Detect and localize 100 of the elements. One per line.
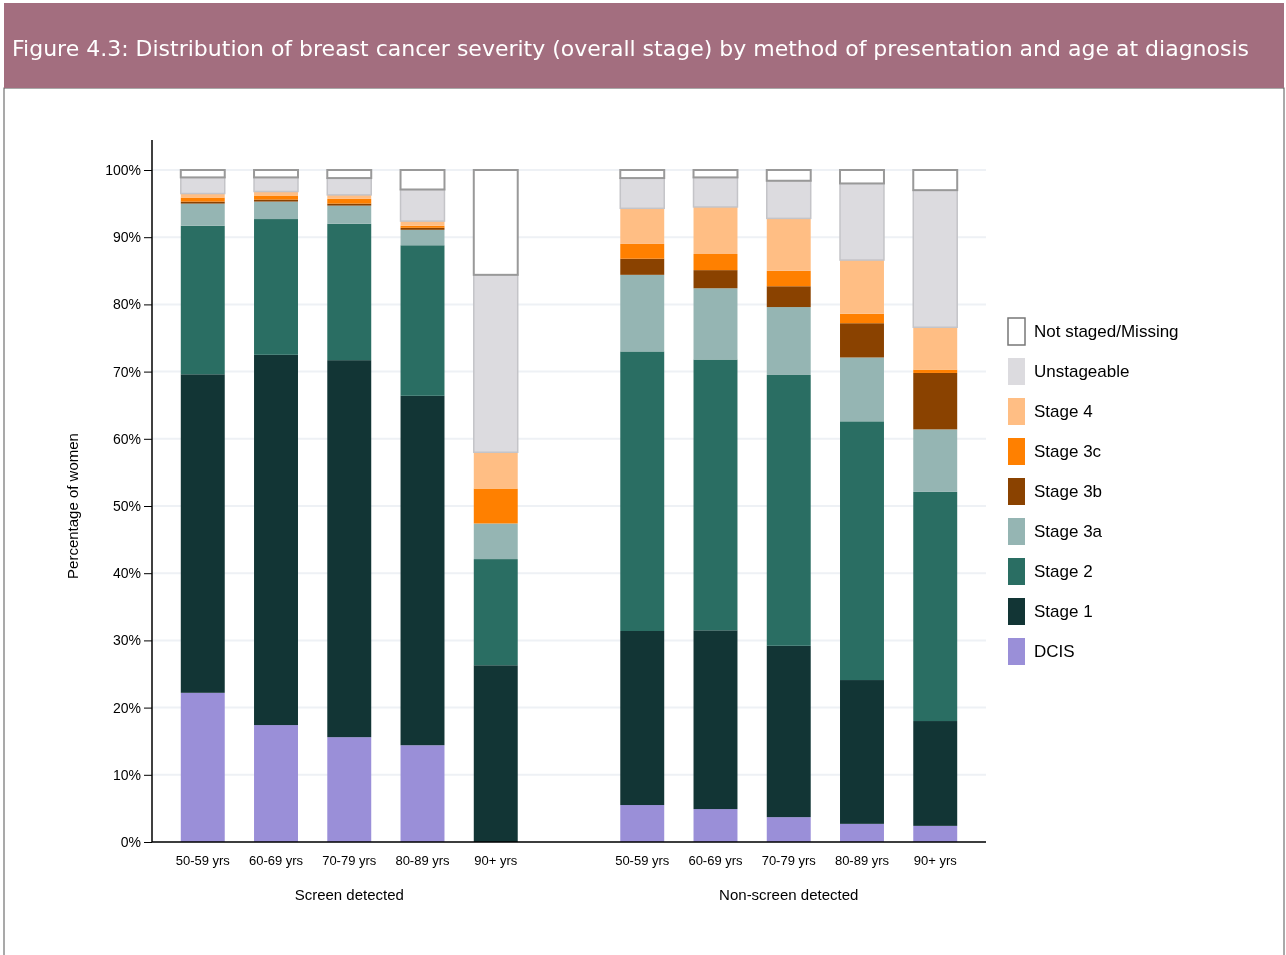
bar xyxy=(180,176,226,195)
y-tick-label: 100% xyxy=(105,161,141,178)
bar xyxy=(840,823,884,842)
bar xyxy=(254,725,298,842)
bar xyxy=(253,176,299,193)
x-tick-label: 50-59 yrs xyxy=(615,853,670,869)
legend-label: Stage 4 xyxy=(1034,402,1093,421)
bar xyxy=(254,191,298,196)
bar xyxy=(840,313,884,324)
bar xyxy=(619,177,665,210)
y-tick-label: 0% xyxy=(120,833,141,850)
bar xyxy=(473,488,518,524)
bar xyxy=(620,274,665,352)
bar xyxy=(840,323,884,358)
bar xyxy=(473,523,518,560)
bar xyxy=(840,357,884,422)
bar xyxy=(766,374,811,646)
bar xyxy=(913,825,958,842)
bar xyxy=(692,169,739,179)
bar xyxy=(400,395,445,746)
bar xyxy=(620,805,665,842)
bar xyxy=(473,665,518,842)
bar xyxy=(766,307,811,375)
bar xyxy=(766,645,811,818)
bar xyxy=(766,286,811,308)
bar xyxy=(473,452,518,489)
legend-label: Stage 3b xyxy=(1034,482,1103,501)
bar xyxy=(253,169,299,179)
bar xyxy=(399,169,446,191)
bar xyxy=(620,630,665,806)
bar xyxy=(400,229,445,246)
bar xyxy=(327,198,372,204)
bar xyxy=(693,254,738,271)
bar xyxy=(620,351,665,631)
bar xyxy=(327,360,372,738)
bar xyxy=(913,721,958,826)
y-tick-label: 20% xyxy=(112,699,141,716)
bar xyxy=(840,260,884,314)
bar xyxy=(180,225,225,375)
bar xyxy=(693,359,738,631)
chart-title: Figure 4.3: Distribution of breast cancer severity (overall stage) by method of presentation and age at diagnosis xyxy=(12,36,1250,61)
bar xyxy=(327,223,372,361)
y-tick-label: 30% xyxy=(112,632,141,649)
y-tick-label: 80% xyxy=(112,296,141,313)
bar xyxy=(693,206,738,254)
bar xyxy=(840,680,884,824)
bar xyxy=(766,180,812,220)
bar xyxy=(326,177,372,196)
bar xyxy=(913,327,958,370)
bar xyxy=(913,491,958,722)
bar xyxy=(399,188,446,222)
y-tick-label: 90% xyxy=(112,229,141,246)
bar xyxy=(180,692,225,842)
bar xyxy=(180,203,225,226)
y-tick-label: 40% xyxy=(112,565,141,582)
legend-label: Stage 3c xyxy=(1034,442,1102,461)
bar xyxy=(913,372,958,430)
bar xyxy=(472,169,519,276)
x-tick-label: 50-59 yrs xyxy=(175,853,231,869)
bar xyxy=(254,354,298,726)
bar xyxy=(254,201,298,220)
text: Screen detected xyxy=(294,886,404,903)
bar xyxy=(620,208,665,244)
bar xyxy=(327,737,372,842)
x-tick-label: 60-69 yrs xyxy=(248,853,304,869)
bar xyxy=(912,189,958,328)
bar xyxy=(254,219,298,355)
bar xyxy=(327,205,372,224)
x-tick-label: 90+ yrs xyxy=(474,853,518,869)
legend-label: Stage 1 xyxy=(1034,602,1093,621)
bar xyxy=(692,176,739,208)
legend-label: DCIS xyxy=(1034,642,1075,661)
legend-label: Stage 3a xyxy=(1034,522,1103,541)
bar xyxy=(620,258,665,275)
bar xyxy=(327,203,372,206)
bar xyxy=(693,288,738,360)
bar xyxy=(180,193,225,198)
bar xyxy=(179,169,226,179)
bar xyxy=(400,245,445,396)
bar xyxy=(766,270,811,287)
x-tick-label: 80-89 yrs xyxy=(395,853,451,869)
bar xyxy=(180,374,225,693)
bar xyxy=(765,169,812,182)
x-tick-label: 70-79 yrs xyxy=(761,853,817,869)
text: Not staged/Missing xyxy=(1034,322,1179,341)
bar xyxy=(693,270,738,289)
bar xyxy=(840,421,884,681)
bar xyxy=(766,218,811,271)
text: Non-screen detected xyxy=(719,886,859,903)
bar xyxy=(473,559,518,666)
x-tick-label: 80-89 yrs xyxy=(834,853,890,869)
y-tick-label: 70% xyxy=(112,363,141,380)
bar xyxy=(839,182,885,261)
bar xyxy=(619,169,666,180)
y-tick-label: 50% xyxy=(112,497,141,514)
bar xyxy=(400,745,445,842)
x-tick-label: 60-69 yrs xyxy=(688,853,744,869)
x-tick-label: 90+ yrs xyxy=(913,853,958,869)
y-tick-label: 60% xyxy=(112,430,141,447)
y-tick-label: 10% xyxy=(112,766,141,783)
